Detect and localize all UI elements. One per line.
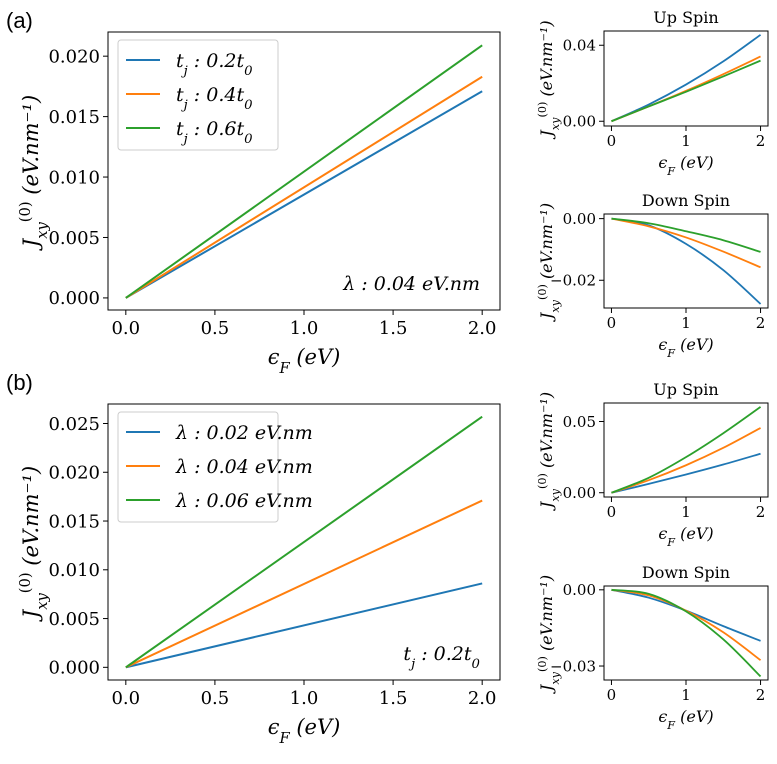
annotation-b-main: tj : 0.2t0	[403, 643, 480, 672]
x-axis-label-a-down: ϵF (eV)	[658, 335, 713, 360]
x-axis-label-b-down: ϵF (eV)	[658, 707, 713, 732]
chart-title-b-down: Down Spin	[642, 563, 730, 582]
x-tick-label-b-up-1: 1	[681, 503, 691, 521]
y-axis-label-a-up: Jxy(0) (eV.nm⁻¹)	[536, 20, 562, 139]
x-tick-label-a-main-1: 0.5	[201, 318, 230, 339]
y-axis-label-b-main: Jxy(0) (eV.nm⁻¹)	[17, 466, 51, 622]
legend-entry-a-main-2: tj : 0.6t0	[176, 118, 253, 147]
panel-label-b: (b)	[6, 370, 33, 395]
series-line-a-main-0	[125, 90, 483, 299]
series-line-a-up-0	[611, 34, 762, 123]
x-tick-label-a-up-0: 0	[607, 132, 617, 150]
x-tick-label-a-main-3: 1.5	[379, 318, 408, 339]
axes-frame-a-up	[603, 30, 769, 127]
x-tick-label-a-down-2: 2	[756, 314, 766, 332]
y-tick-label-b-main-3: 0.015	[48, 511, 100, 532]
axes-frame-a-down	[603, 213, 769, 309]
y-tick-label-a-main-3: 0.015	[48, 107, 100, 128]
x-axis-label-b-up: ϵF (eV)	[658, 524, 713, 549]
x-axis-label-a-up: ϵF (eV)	[658, 153, 713, 178]
series-line-b-main-2	[125, 415, 483, 669]
x-tick-label-b-up-2: 2	[756, 503, 766, 521]
series-line-a-up-2	[611, 59, 761, 123]
series-line-b-up-2	[611, 406, 762, 494]
y-tick-label-a-up-1: 0.04	[563, 37, 596, 55]
legend-entry-a-main-0: tj : 0.2t0	[176, 50, 253, 79]
x-tick-label-a-main-2: 1.0	[290, 318, 319, 339]
chart-b-down: 0 1 2 −0.03 0.00 Down Spin ϵF (eV) Jxy(0) (eV.n…	[536, 563, 769, 732]
x-tick-label-a-down-0: 0	[607, 314, 617, 332]
series-line-b-main-0	[125, 582, 483, 669]
y-tick-label-a-up-0: 0.00	[563, 113, 596, 131]
y-tick-label-b-up-1: 0.05	[563, 413, 596, 431]
chart-title-a-down: Down Spin	[642, 191, 730, 210]
y-tick-label-a-main-1: 0.005	[48, 228, 100, 249]
annotation-a-main: λ : 0.04 eV.nm	[342, 273, 480, 295]
x-tick-label-a-main-0: 0.0	[111, 318, 140, 339]
series-line-b-down-1	[611, 588, 762, 661]
x-tick-label-a-main-4: 2.0	[468, 318, 497, 339]
y-axis-label-a-main: Jxy(0) (eV.nm⁻¹)	[17, 95, 51, 251]
panel-label-a: (a)	[6, 8, 33, 33]
x-tick-label-b-down-2: 2	[756, 686, 766, 704]
charts-layer: 0.0 0.5 1.0 1.5 2.00.0000.0050.0100.0150.020…	[17, 8, 769, 747]
x-tick-label-a-up-1: 1	[681, 132, 691, 150]
y-tick-label-a-main-2: 0.010	[48, 167, 100, 188]
x-tick-label-b-main-3: 1.5	[379, 688, 408, 709]
legend-a-main	[117, 39, 279, 151]
chart-title-a-up: Up Spin	[653, 8, 718, 27]
axes-frame-b-down	[603, 585, 769, 681]
y-axis-label-b-up: Jxy(0) (eV.nm⁻¹)	[536, 392, 562, 511]
series-line-a-main-2	[125, 44, 483, 299]
x-axis-label-a-main: ϵF (eV)	[268, 345, 341, 377]
legend-b-main	[117, 411, 279, 523]
y-tick-label-b-main-0: 0.000	[48, 658, 100, 679]
legend-entry-b-main-0: λ : 0.02 eV.nm	[175, 422, 313, 444]
x-tick-label-b-main-0: 0.0	[111, 688, 140, 709]
x-tick-label-b-main-4: 2.0	[468, 688, 497, 709]
legend-entry-b-main-2: λ : 0.06 eV.nm	[175, 490, 313, 512]
x-tick-label-b-up-0: 0	[607, 503, 617, 521]
x-tick-label-b-down-1: 1	[681, 686, 691, 704]
y-tick-label-b-main-5: 0.025	[48, 414, 100, 435]
y-tick-label-b-up-0: 0.00	[563, 484, 596, 502]
series-line-a-down-2	[611, 217, 761, 253]
legend-entry-a-main-1: tj : 0.4t0	[176, 84, 253, 113]
axes-frame-b-up	[603, 402, 769, 498]
chart-a-up: 0 1 2 0.00 0.04 Up Spin ϵF (eV) Jxy(0) (eV.nm⁻¹…	[536, 8, 769, 178]
series-line-a-main-1	[125, 75, 483, 299]
y-tick-label-a-main-0: 0.000	[48, 288, 100, 309]
y-tick-label-a-main-4: 0.020	[48, 46, 100, 67]
series-line-b-up-0	[611, 452, 761, 494]
x-tick-label-b-main-1: 0.5	[201, 688, 230, 709]
series-line-b-main-1	[125, 499, 483, 669]
x-tick-label-b-main-2: 1.0	[290, 688, 319, 709]
x-tick-label-a-up-2: 2	[756, 132, 766, 150]
y-tick-label-a-down-0: −0.02	[550, 272, 596, 290]
x-axis-label-b-main: ϵF (eV)	[268, 715, 341, 747]
x-tick-label-b-down-0: 0	[607, 686, 617, 704]
x-tick-label-a-down-1: 1	[681, 314, 691, 332]
chart-b-main: 0.0 0.5 1.0 1.5 2.0 0.000 0.005 0.010 0.015 0.020…	[17, 403, 501, 747]
series-line-b-down-0	[611, 588, 761, 642]
legend-entry-b-main-1: λ : 0.04 eV.nm	[175, 456, 313, 478]
y-axis-label-b-down: Jxy(0) (eV.nm⁻¹)	[536, 575, 562, 694]
series-line-b-down-2	[611, 588, 762, 678]
y-tick-label-b-down-0: −0.03	[550, 657, 596, 675]
series-line-a-down-1	[611, 217, 761, 269]
chart-title-b-up: Up Spin	[653, 380, 718, 399]
chart-a-down: 0 1 2 −0.02 0.00 Down Spin ϵF (eV) Jxy(0) (eV.n…	[536, 191, 769, 360]
y-tick-label-b-main-1: 0.005	[48, 609, 100, 630]
y-tick-label-b-main-4: 0.020	[48, 463, 100, 484]
y-tick-label-b-main-2: 0.010	[48, 560, 100, 581]
y-tick-label-b-down-1: 0.00	[563, 581, 596, 599]
y-axis-label-a-down: Jxy(0) (eV.nm⁻¹)	[536, 203, 562, 322]
y-tick-label-a-down-1: 0.00	[563, 210, 596, 228]
chart-a-main: 0.0 0.5 1.0 1.5 2.0 0.000 0.005 0.010 0.015 0.020…	[17, 31, 501, 377]
series-line-b-up-1	[611, 427, 761, 494]
chart-b-up: 0 1 2 0.00 0.05 Up Spin ϵF (eV) Jxy(0) (eV.nm⁻¹…	[536, 380, 769, 549]
